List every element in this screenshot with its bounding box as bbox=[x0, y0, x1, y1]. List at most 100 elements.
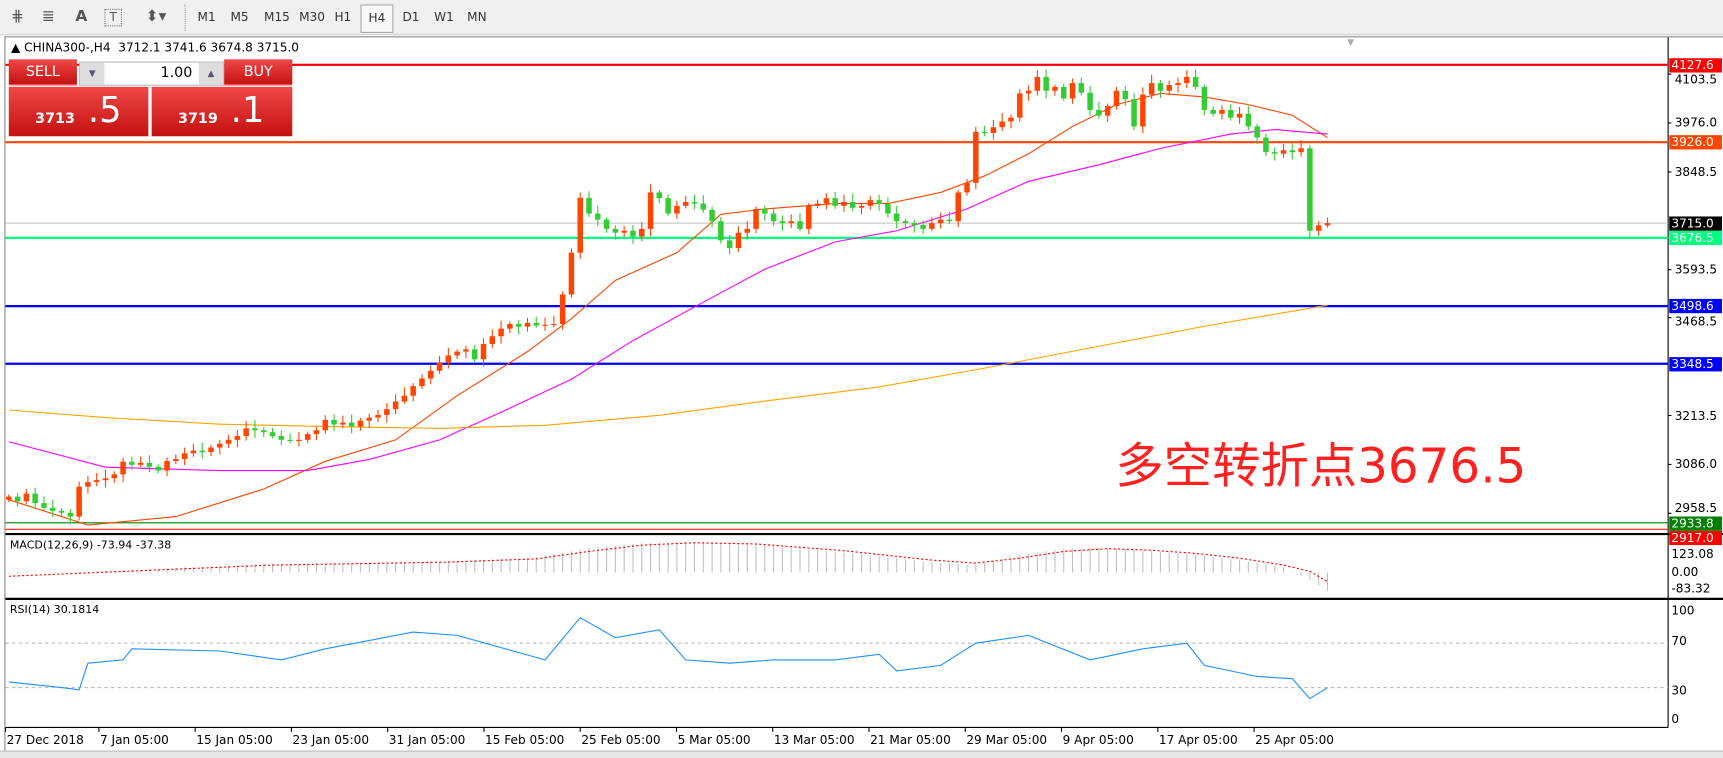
candle-body bbox=[1201, 86, 1208, 110]
candle bbox=[1307, 145, 1313, 239]
period-m30[interactable]: M30 bbox=[299, 9, 325, 25]
chart-tabs-bar[interactable] bbox=[0, 750, 1723, 758]
elliott-wave-icon[interactable]: ⋕ bbox=[11, 7, 25, 26]
candle-body bbox=[322, 419, 329, 431]
candle-body bbox=[568, 252, 575, 295]
candle-body bbox=[129, 461, 135, 465]
price-level-label: 3348.5 bbox=[1669, 356, 1722, 371]
candle-body bbox=[348, 422, 355, 427]
candle-body bbox=[603, 219, 610, 229]
candle bbox=[32, 487, 38, 509]
sell-price-button[interactable]: 3713 .5 bbox=[8, 86, 149, 137]
arrows-icon[interactable]: ⬍▾ bbox=[145, 7, 167, 26]
period-h1[interactable]: H1 bbox=[334, 9, 352, 25]
period-m5[interactable]: M5 bbox=[230, 9, 249, 25]
text-label-icon[interactable]: T bbox=[104, 8, 122, 27]
candle bbox=[260, 427, 267, 438]
candle bbox=[164, 457, 170, 477]
candle bbox=[471, 344, 478, 364]
price-tick-label: 3468.5 bbox=[1674, 313, 1718, 329]
candle bbox=[1254, 123, 1260, 145]
candle-body bbox=[1087, 92, 1093, 110]
candle bbox=[911, 219, 918, 233]
candle-body bbox=[964, 182, 970, 193]
candle-body bbox=[173, 459, 179, 461]
candle-body bbox=[814, 203, 821, 206]
candle bbox=[1025, 85, 1032, 101]
chart-frame bbox=[4, 36, 1723, 752]
candle bbox=[639, 221, 645, 242]
period-w1[interactable]: W1 bbox=[434, 9, 454, 25]
candle bbox=[999, 113, 1005, 132]
candle-body bbox=[296, 439, 302, 441]
price-tick-label: 3086.0 bbox=[1674, 457, 1718, 472]
chart-title: ▲ CHINA300-,H4 3712.1 3741.6 3674.8 3715… bbox=[10, 40, 299, 55]
buy-price-fraction: .1 bbox=[230, 89, 265, 131]
candle bbox=[1236, 106, 1243, 124]
candle-body bbox=[902, 221, 909, 224]
candle-body bbox=[797, 221, 803, 229]
sell-button[interactable]: SELL bbox=[8, 59, 77, 86]
annotation-text: 多空转折点3676.5 bbox=[1115, 438, 1527, 495]
candle-body bbox=[1166, 85, 1172, 91]
candle-body bbox=[1298, 148, 1304, 153]
candle-body bbox=[428, 370, 434, 379]
time-tick-label: 15 Jan 05:00 bbox=[196, 732, 273, 748]
candle bbox=[744, 221, 750, 240]
price-level-label: 2933.8 bbox=[1669, 515, 1722, 531]
candle-body bbox=[806, 205, 812, 229]
candle bbox=[867, 195, 874, 210]
candle-body bbox=[137, 462, 144, 465]
candle-body bbox=[340, 422, 346, 425]
period-mn[interactable]: MN bbox=[467, 9, 487, 25]
buy-button[interactable]: BUY bbox=[224, 59, 293, 86]
text-icon[interactable]: A bbox=[75, 7, 88, 26]
candle-body bbox=[225, 439, 232, 444]
candle bbox=[146, 455, 153, 473]
moving-average-slow-line bbox=[8, 304, 1328, 429]
period-h4[interactable]: H4 bbox=[360, 4, 394, 33]
volume-increase-button[interactable]: ▲ bbox=[198, 62, 224, 85]
volume-stepper[interactable]: ▼ 1.00 ▲ bbox=[79, 61, 225, 86]
candle-body bbox=[164, 460, 170, 471]
candle-body bbox=[1122, 90, 1129, 100]
candle bbox=[902, 218, 909, 228]
candle-body bbox=[1184, 76, 1190, 84]
candle-body bbox=[841, 202, 847, 206]
candle-body bbox=[234, 436, 241, 440]
volume-input[interactable]: 1.00 bbox=[160, 64, 193, 82]
candle-body bbox=[1236, 113, 1243, 118]
volume-decrease-button[interactable]: ▼ bbox=[80, 62, 105, 85]
candle bbox=[753, 206, 759, 234]
candle-body bbox=[559, 294, 566, 325]
candle bbox=[208, 444, 214, 456]
candle-body bbox=[1069, 83, 1076, 99]
candle-body bbox=[278, 436, 285, 440]
shift-marker-icon[interactable]: ▼ bbox=[1347, 37, 1355, 48]
candle bbox=[656, 189, 663, 204]
candle-body bbox=[155, 466, 161, 471]
period-m15[interactable]: M15 bbox=[264, 9, 290, 25]
rsi-tick: 70 bbox=[1671, 634, 1687, 649]
candle-body bbox=[858, 205, 865, 208]
candle bbox=[586, 191, 592, 217]
candle-body bbox=[287, 439, 293, 441]
buy-price-button[interactable]: 3719 .1 bbox=[151, 86, 293, 137]
candle bbox=[296, 432, 302, 447]
candle-body bbox=[120, 461, 126, 475]
candle-body bbox=[849, 202, 856, 208]
candle bbox=[964, 179, 970, 196]
macd-signal-line bbox=[8, 542, 1328, 583]
candle bbox=[93, 472, 100, 487]
time-tick-label: 7 Jan 05:00 bbox=[99, 732, 169, 748]
period-m1[interactable]: M1 bbox=[197, 9, 216, 25]
price-tick-label: 4103.5 bbox=[1674, 72, 1718, 87]
candle bbox=[770, 208, 777, 226]
candle bbox=[58, 508, 65, 517]
candle-body bbox=[726, 240, 733, 249]
candle-body bbox=[1280, 150, 1287, 154]
candle bbox=[885, 197, 891, 218]
fibonacci-fan-icon[interactable]: ≣ bbox=[41, 7, 55, 26]
period-d1[interactable]: D1 bbox=[402, 9, 420, 25]
